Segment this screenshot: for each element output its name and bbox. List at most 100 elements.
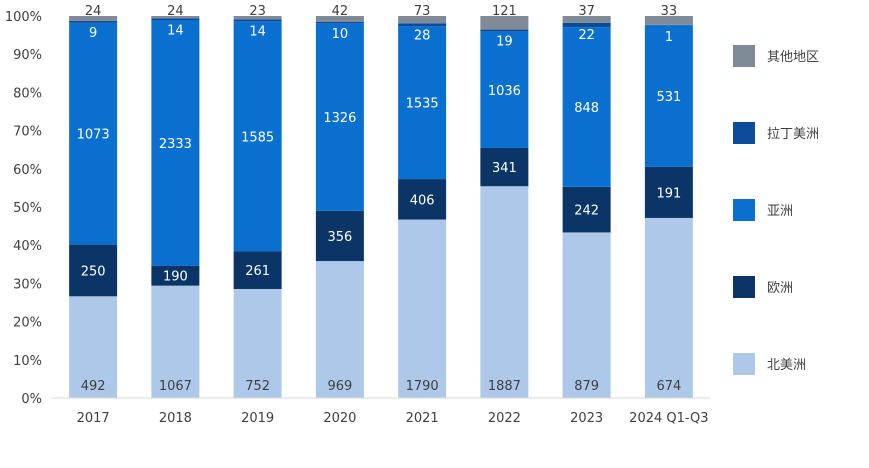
data-label: 1036 [488,84,521,99]
legend-swatch [733,199,755,221]
bar-segment [398,219,447,398]
bar-segment [562,27,611,187]
legend-swatch [733,45,755,67]
data-label: 261 [245,264,270,279]
bar-segment [69,22,118,245]
bar-segment [480,147,529,187]
y-axis: 0% 10% 20% 30% 40% 50% 60% 70% 80% 90% 100% [5,10,42,407]
data-label: 121 [492,4,517,19]
y-tick-label: 80% [13,86,42,101]
legend-swatch [733,122,755,144]
bar-segment [562,16,611,23]
x-tick-label: 2021 [406,411,439,426]
data-label: 24 [167,4,184,19]
data-label: 1535 [406,97,439,112]
legend-label: 欧洲 [767,281,793,296]
data-label: 1067 [159,379,192,394]
x-axis: 2017 2018 2019 2020 2021 2022 2023 2024 Q1-Q3 [52,397,710,426]
data-label: 1326 [323,111,356,126]
x-tick-label: 2018 [159,411,192,426]
bar-segment [233,16,282,20]
bar-segment [315,23,364,211]
bar-segment [69,20,118,23]
x-tick-label: 2022 [488,411,521,426]
data-label: 250 [81,264,106,279]
bar-segment [233,251,282,289]
bar-segment [644,217,693,398]
data-label: 14 [249,24,266,39]
y-tick-label: 40% [13,239,42,254]
y-tick-label: 20% [13,316,42,331]
data-label: 1887 [488,379,521,394]
bar-segment [151,20,200,266]
legend-label: 其他地区 [767,50,819,65]
data-label: 242 [574,204,599,219]
data-label: 674 [656,379,681,394]
data-label: 19 [496,35,513,50]
data-label: 42 [332,4,349,19]
data-label: 752 [245,379,270,394]
legend-label: 北美洲 [767,358,806,373]
bar-segment [315,21,364,24]
bar-segment [151,265,200,286]
bar-segment [233,21,282,252]
bar-segment [233,19,282,22]
bar-segment [151,18,200,21]
bar-segment [398,23,447,27]
bar-segment [398,16,447,24]
data-label: 1790 [406,379,439,394]
y-tick-label: 50% [13,201,42,216]
data-label: 37 [578,4,595,19]
y-tick-label: 100% [5,10,42,25]
bar-segment [315,210,364,262]
x-tick-label: 2023 [570,411,603,426]
bar-segment [644,166,693,218]
legend-swatch [733,276,755,298]
bar-segment [562,22,611,28]
data-label: 28 [414,28,431,43]
data-label: 23 [249,4,266,19]
x-tick-label: 2017 [77,411,110,426]
legend-label: 亚洲 [767,204,793,219]
data-label: 22 [578,28,595,43]
data-label: 531 [656,90,681,105]
bar-segment [151,285,200,398]
data-label: 10 [332,27,349,42]
bar-segment [562,186,611,233]
bar-segment [480,31,529,148]
data-label: 969 [327,379,352,394]
data-label: 879 [574,379,599,394]
bars: 4922501073924106719023331424752261158514… [69,4,693,398]
y-tick-label: 10% [13,354,42,369]
y-tick-label: 0% [21,392,42,407]
data-label: 1 [665,30,673,45]
x-tick-label: 2024 Q1-Q3 [629,411,708,426]
x-tick-label: 2020 [323,411,356,426]
data-label: 341 [492,161,517,176]
data-label: 2333 [159,137,192,152]
bar-segment [69,16,118,21]
bar-segment [233,288,282,398]
data-label: 14 [167,24,184,39]
bar-segment [562,232,611,398]
bar-segment [69,244,118,297]
data-label: 9 [89,26,97,41]
y-tick-label: 60% [13,163,42,178]
bar-segment [151,16,200,19]
legend-swatch [733,353,755,375]
bar-segment [644,25,693,167]
data-label: 190 [163,270,188,285]
y-tick-label: 30% [13,277,42,292]
data-label: 848 [574,101,599,116]
data-label: 356 [327,230,352,245]
x-tick-label: 2019 [241,411,274,426]
data-label: 73 [414,4,431,19]
y-tick-label: 70% [13,125,42,140]
data-label: 191 [656,186,681,201]
bar-segment [644,16,693,25]
bar-segment [398,26,447,180]
data-label: 24 [85,4,102,19]
data-label: 1073 [77,128,110,143]
bar-segment [69,296,118,398]
